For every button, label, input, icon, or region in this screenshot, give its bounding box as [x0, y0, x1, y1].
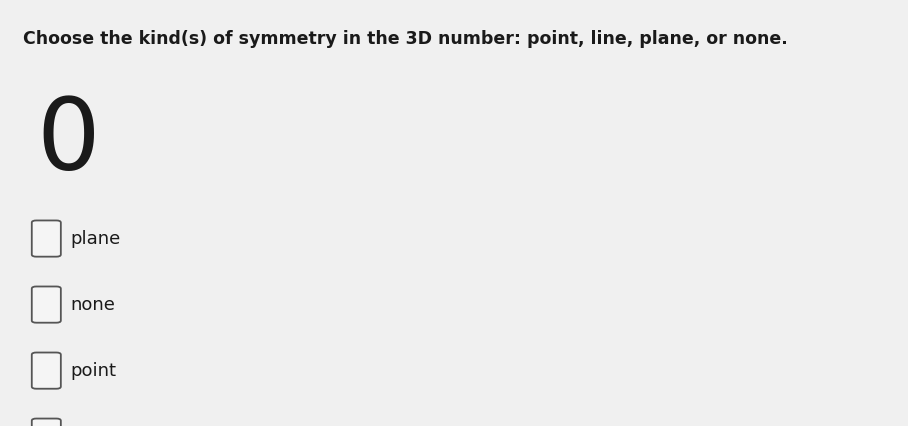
Text: 0: 0: [36, 94, 100, 191]
FancyBboxPatch shape: [32, 418, 61, 426]
FancyBboxPatch shape: [32, 286, 61, 323]
Text: none: none: [70, 296, 114, 314]
FancyBboxPatch shape: [32, 353, 61, 389]
Text: plane: plane: [70, 230, 120, 248]
Text: point: point: [70, 362, 116, 380]
FancyBboxPatch shape: [32, 221, 61, 256]
Text: Choose the kind(s) of symmetry in the 3D number: point, line, plane, or none.: Choose the kind(s) of symmetry in the 3D…: [23, 30, 787, 48]
